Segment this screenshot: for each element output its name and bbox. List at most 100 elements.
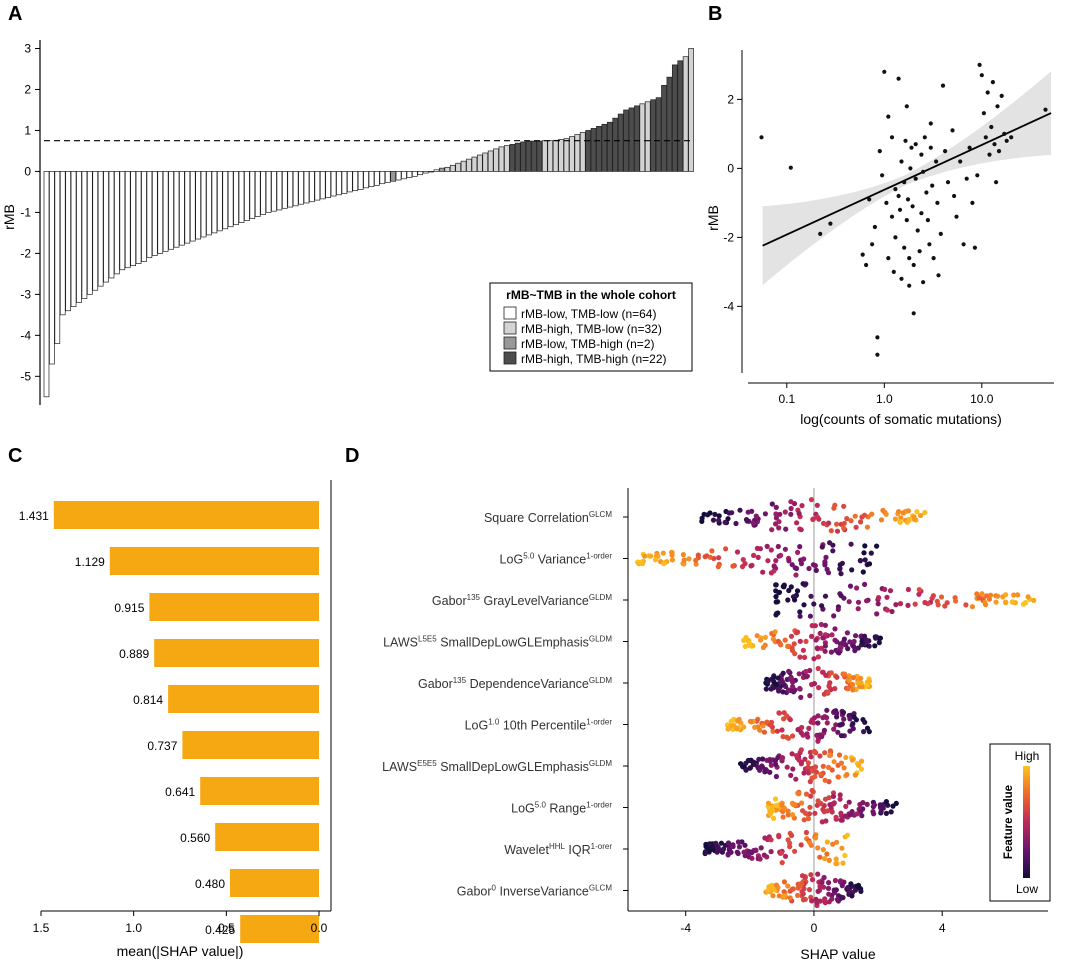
panel-d-point xyxy=(757,856,763,862)
panel-d-point xyxy=(810,516,816,523)
panel-b-point xyxy=(870,242,875,247)
panel-d-point xyxy=(874,611,880,617)
panel-d-point xyxy=(815,720,821,726)
feature-label-superscript: 1-order xyxy=(586,552,612,561)
panel-a-y-tick-label: -2 xyxy=(20,246,31,260)
feature-label-superscript: GLDM xyxy=(589,635,612,644)
panel-d-point xyxy=(775,610,781,616)
panel-b-point xyxy=(970,200,975,205)
panel-b-point xyxy=(1002,131,1007,136)
panel-d-point xyxy=(875,601,881,607)
panel-d-point xyxy=(702,850,709,856)
panel-d-point xyxy=(797,609,803,615)
panel-d-point xyxy=(799,873,806,879)
panel-a-legend-swatch xyxy=(503,351,517,365)
panel-d-point xyxy=(809,898,815,904)
panel-d-point xyxy=(830,542,836,548)
panel-d-point xyxy=(854,811,860,817)
panel-d-point xyxy=(789,832,795,839)
feature-label-superscript: HHL xyxy=(549,842,566,851)
panel-d-point xyxy=(900,510,906,516)
panel-d-point xyxy=(761,729,768,735)
panel-d-point xyxy=(807,749,814,756)
panel-a-y-tick-label: -4 xyxy=(20,328,31,342)
feature-label-part: LoG xyxy=(511,802,535,816)
panel-d-point xyxy=(722,519,728,526)
panel-b-point xyxy=(958,159,963,164)
panel-d-point xyxy=(861,633,868,639)
panel-d-point xyxy=(850,721,856,727)
panel-d-point xyxy=(837,796,843,802)
panel-d-point xyxy=(832,686,838,692)
panel-d-point xyxy=(805,760,812,766)
panel-d-point xyxy=(847,583,854,589)
panel-c-x-tick-label: 1.0 xyxy=(125,921,142,935)
panel-d-x-tick-label: 4 xyxy=(939,921,946,935)
panel-d-point xyxy=(789,886,795,892)
panel-b-point xyxy=(904,104,909,109)
panel-d-point xyxy=(769,527,775,533)
feature-label-superscript: 1-order xyxy=(586,801,612,810)
panel-b-point xyxy=(899,276,904,281)
panel-a-bar xyxy=(390,171,397,182)
panel-d-feature-label: LoG5.0​ Variance1-order​ xyxy=(500,552,613,567)
panel-d-point xyxy=(893,602,899,608)
feature-label-superscript: 135 xyxy=(467,593,481,602)
panel-d-point xyxy=(777,511,783,517)
panel-d-point xyxy=(642,553,648,559)
panel-d-point xyxy=(707,510,713,516)
panel-d-point xyxy=(771,815,777,821)
panel-d-point xyxy=(851,643,857,650)
panel-b-point xyxy=(889,214,895,219)
panel-c-bar xyxy=(230,869,319,897)
panel-d-point xyxy=(822,796,829,802)
panel-d-feature-label: Gabor135​ GrayLevelVarianceGLDM​ xyxy=(432,593,612,608)
panel-d-point xyxy=(767,758,773,764)
panel-d-point xyxy=(734,849,740,855)
panel-d-point xyxy=(995,593,1001,599)
panel-d-point xyxy=(796,510,802,517)
panel-b-point xyxy=(907,256,912,261)
panel-d-point xyxy=(809,768,815,774)
feature-label-part: LAWS xyxy=(383,636,418,650)
panel-d-point xyxy=(861,550,867,556)
panel-d-point xyxy=(752,724,758,730)
panel-d-point xyxy=(849,567,855,573)
panel-d-point xyxy=(802,810,809,816)
panel-d-point xyxy=(858,519,864,525)
panel-d-point xyxy=(826,891,832,897)
panel-d-point xyxy=(830,548,836,554)
panel-d-point xyxy=(837,566,843,572)
panel-d-point xyxy=(811,715,818,721)
panel-d-point xyxy=(773,882,780,888)
panel-d-point xyxy=(1003,600,1009,606)
panel-letter-a: A xyxy=(8,3,22,25)
panel-d-point xyxy=(716,555,722,561)
panel-d-point xyxy=(829,632,835,638)
panel-d-point xyxy=(718,840,725,846)
panel-letter-d: D xyxy=(345,445,359,467)
panel-d-point xyxy=(744,518,750,524)
panel-d-point xyxy=(803,668,809,675)
panel-d-point xyxy=(785,883,791,889)
panel-d-point xyxy=(905,602,911,609)
panel-d-point xyxy=(862,543,868,549)
panel-d-point xyxy=(774,728,781,734)
panel-d-point xyxy=(835,774,841,780)
panel-d-point xyxy=(773,594,779,600)
panel-a-bar xyxy=(498,146,505,172)
panel-d-point xyxy=(780,814,786,820)
panel-d-colorbar-low: Low xyxy=(1016,882,1038,896)
panel-a-bar xyxy=(455,162,462,172)
panel-d-point xyxy=(778,552,784,559)
panel-b-point xyxy=(989,124,994,130)
panel-d-point xyxy=(883,511,889,517)
panel-d-point xyxy=(795,549,801,556)
panel-d-point xyxy=(681,561,687,567)
panel-d-point xyxy=(824,851,830,857)
panel-a-bar xyxy=(81,171,88,299)
panel-b-y-tick-label: 0 xyxy=(727,161,734,175)
panel-d-point xyxy=(797,654,803,660)
panel-d-point xyxy=(787,895,793,901)
panel-d-point xyxy=(843,754,849,761)
